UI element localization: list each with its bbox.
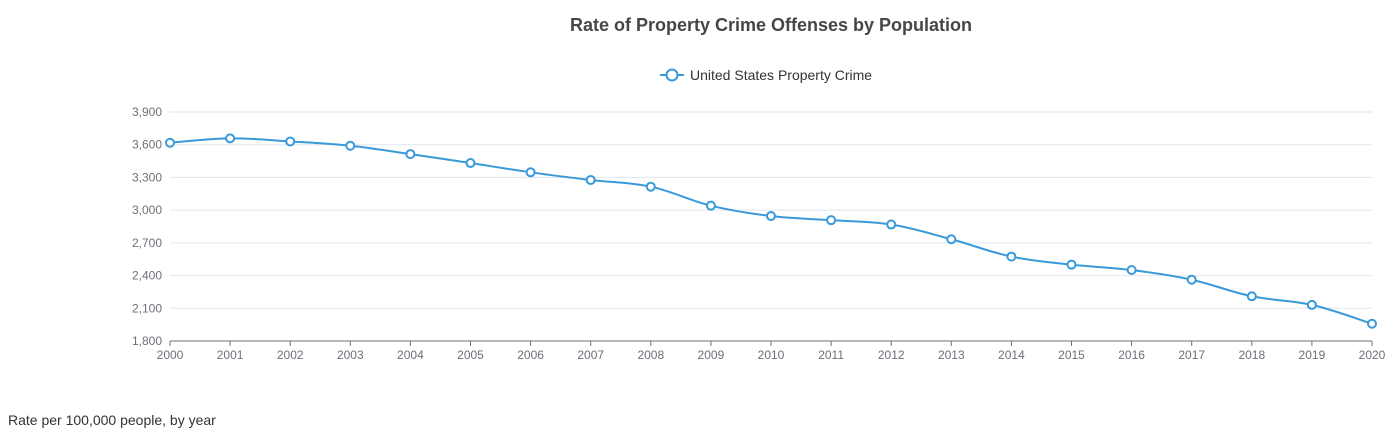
y-tick-label: 3,900 bbox=[132, 105, 162, 119]
data-point[interactable] bbox=[585, 175, 596, 186]
data-point[interactable] bbox=[225, 133, 236, 144]
data-point[interactable] bbox=[1066, 259, 1077, 270]
chart: Rate of Property Crime Offenses by Popul… bbox=[132, 15, 1386, 362]
legend-marker bbox=[665, 68, 679, 82]
data-point[interactable] bbox=[886, 219, 897, 230]
data-point[interactable] bbox=[1306, 299, 1317, 310]
data-point[interactable] bbox=[1367, 318, 1377, 329]
legend-label: United States Property Crime bbox=[690, 67, 872, 83]
y-tick-label: 3,600 bbox=[132, 138, 162, 152]
data-point[interactable] bbox=[345, 140, 356, 151]
x-tick-label: 2000 bbox=[157, 348, 184, 362]
data-point[interactable] bbox=[1126, 265, 1137, 276]
x-tick-label: 2009 bbox=[698, 348, 725, 362]
x-axis: 2000 2001 2002 2003 2004 2005 2006 2007 2008 2009… bbox=[157, 340, 1386, 362]
y-tick-label: 3,300 bbox=[132, 170, 162, 184]
x-tick-label: 2016 bbox=[1118, 348, 1145, 362]
x-tick-label: 2007 bbox=[577, 348, 604, 362]
data-point[interactable] bbox=[826, 215, 837, 226]
grid-lines bbox=[170, 111, 1372, 309]
x-tick-label: 2015 bbox=[1058, 348, 1085, 362]
data-point[interactable] bbox=[405, 149, 416, 160]
x-tick-label: 2019 bbox=[1299, 348, 1326, 362]
x-tick-label: 2011 bbox=[818, 348, 844, 362]
series-points bbox=[165, 133, 1377, 329]
y-tick-label: 3,000 bbox=[132, 203, 162, 217]
data-point[interactable] bbox=[465, 158, 476, 169]
series-lines bbox=[169, 137, 1373, 325]
data-point[interactable] bbox=[1006, 251, 1017, 262]
x-tick-label: 2010 bbox=[758, 348, 785, 362]
y-tick-label: 1,800 bbox=[132, 334, 162, 348]
legend[interactable]: United States Property Crime bbox=[660, 67, 872, 83]
x-tick-label: 2004 bbox=[397, 348, 424, 362]
x-tick-label: 2012 bbox=[878, 348, 905, 362]
data-point[interactable] bbox=[705, 200, 716, 211]
x-tick-label: 2014 bbox=[998, 348, 1025, 362]
x-tick-label: 2013 bbox=[938, 348, 965, 362]
x-tick-label: 2018 bbox=[1238, 348, 1265, 362]
x-tick-label: 2005 bbox=[457, 348, 484, 362]
data-point[interactable] bbox=[1186, 274, 1197, 285]
x-tick-label: 2008 bbox=[637, 348, 664, 362]
x-tick-label: 2003 bbox=[337, 348, 364, 362]
chart-title: Rate of Property Crime Offenses by Popul… bbox=[570, 15, 972, 35]
x-tick-label: 2017 bbox=[1178, 348, 1205, 362]
data-point[interactable] bbox=[165, 137, 175, 148]
y-tick-label: 2,400 bbox=[132, 269, 162, 283]
data-point[interactable] bbox=[285, 136, 296, 147]
x-tick-label: 2002 bbox=[277, 348, 304, 362]
y-tick-label: 2,700 bbox=[132, 236, 162, 250]
x-tick-label: 2006 bbox=[517, 348, 544, 362]
footer-note: Rate per 100,000 people, by year bbox=[8, 412, 216, 428]
data-point[interactable] bbox=[766, 211, 776, 222]
y-tick-label: 2,100 bbox=[132, 301, 162, 315]
data-point[interactable] bbox=[1246, 291, 1257, 302]
series-line bbox=[169, 137, 1373, 325]
data-point[interactable] bbox=[525, 167, 536, 178]
data-point[interactable] bbox=[645, 181, 656, 192]
y-axis-labels: 1,800 2,100 2,400 2,700 3,000 3,300 3,600 3,900 bbox=[132, 105, 162, 348]
x-tick-label: 2001 bbox=[217, 348, 244, 362]
data-point[interactable] bbox=[946, 234, 957, 245]
x-tick-label: 2020 bbox=[1359, 348, 1386, 362]
